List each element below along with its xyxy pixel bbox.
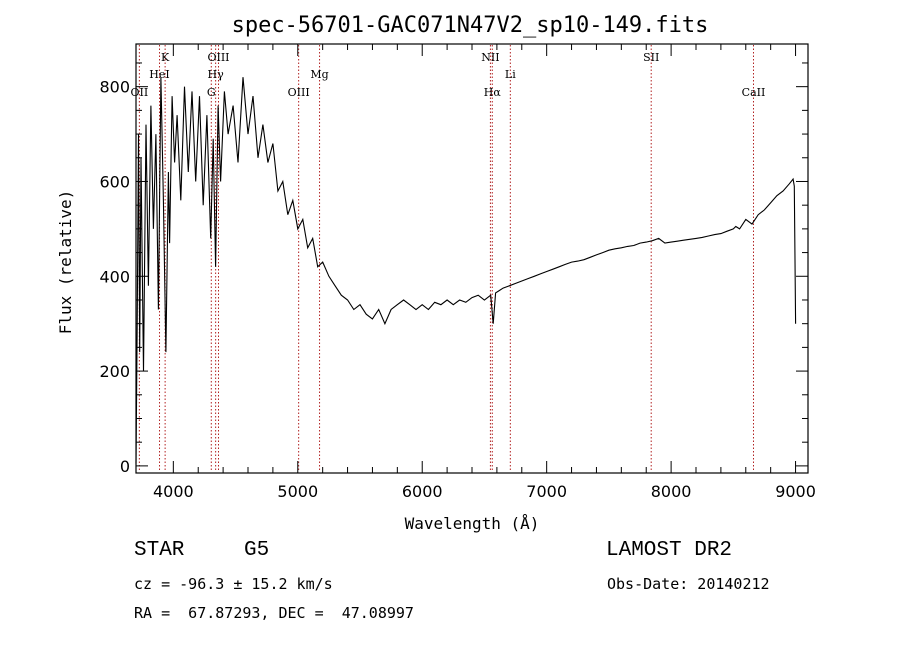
- y-tick-label: 0: [120, 457, 130, 476]
- spectral-line-label: OIII: [288, 86, 310, 99]
- y-tick-label: 800: [99, 78, 130, 97]
- spectral-line-label: HeI: [149, 68, 169, 81]
- plot-frame: [135, 43, 809, 474]
- axis-ticks: [136, 44, 808, 473]
- x-axis-label: Wavelength (Å): [405, 514, 540, 533]
- spectral-line-label: Hα: [484, 86, 502, 99]
- object-subclass: G5: [244, 539, 270, 562]
- y-tick-label: 600: [99, 172, 130, 191]
- x-tick-label: 5000: [277, 482, 318, 501]
- spectral-line-label: Mg: [310, 68, 328, 81]
- spectral-line-label: Li: [505, 68, 516, 81]
- y-tick-label: 400: [99, 267, 130, 286]
- y-tick-label: 200: [99, 362, 130, 381]
- survey-label: LAMOST DR2: [606, 539, 733, 562]
- spectral-line-label: G: [207, 86, 216, 99]
- spectral-line-label: SII: [643, 51, 659, 64]
- chart-title: spec-56701-GAC071N47V2_sp10-149.fits: [232, 13, 709, 38]
- obs-date-text: Obs-Date: 20140212: [607, 575, 770, 593]
- line-markers: [138, 45, 754, 472]
- coordinates-text: RA = 67.87293, DEC = 47.08997: [134, 604, 414, 622]
- spectral-line-label: OIII: [207, 51, 229, 64]
- axis-tick-labels: 4000 5000 6000 7000 8000 9000 0 200 400 600 800: [99, 78, 815, 501]
- x-tick-label: 4000: [153, 482, 194, 501]
- spectral-line-label: OII: [131, 86, 149, 99]
- y-axis-label: Flux (relative): [56, 190, 75, 335]
- x-tick-label: 6000: [402, 482, 443, 501]
- spectral-line-label: K: [161, 51, 170, 64]
- spectral-line-label: NII: [481, 51, 499, 64]
- x-tick-label: 9000: [775, 482, 816, 501]
- spectral-line-label: Hγ: [208, 68, 225, 81]
- object-class: STAR: [134, 539, 185, 562]
- x-tick-label: 8000: [651, 482, 692, 501]
- redshift-text: cz = -96.3 ± 15.2 km/s: [134, 575, 333, 593]
- x-tick-label: 7000: [526, 482, 567, 501]
- spectrum-line: [135, 77, 797, 464]
- spectral-line-label: CaII: [742, 86, 766, 99]
